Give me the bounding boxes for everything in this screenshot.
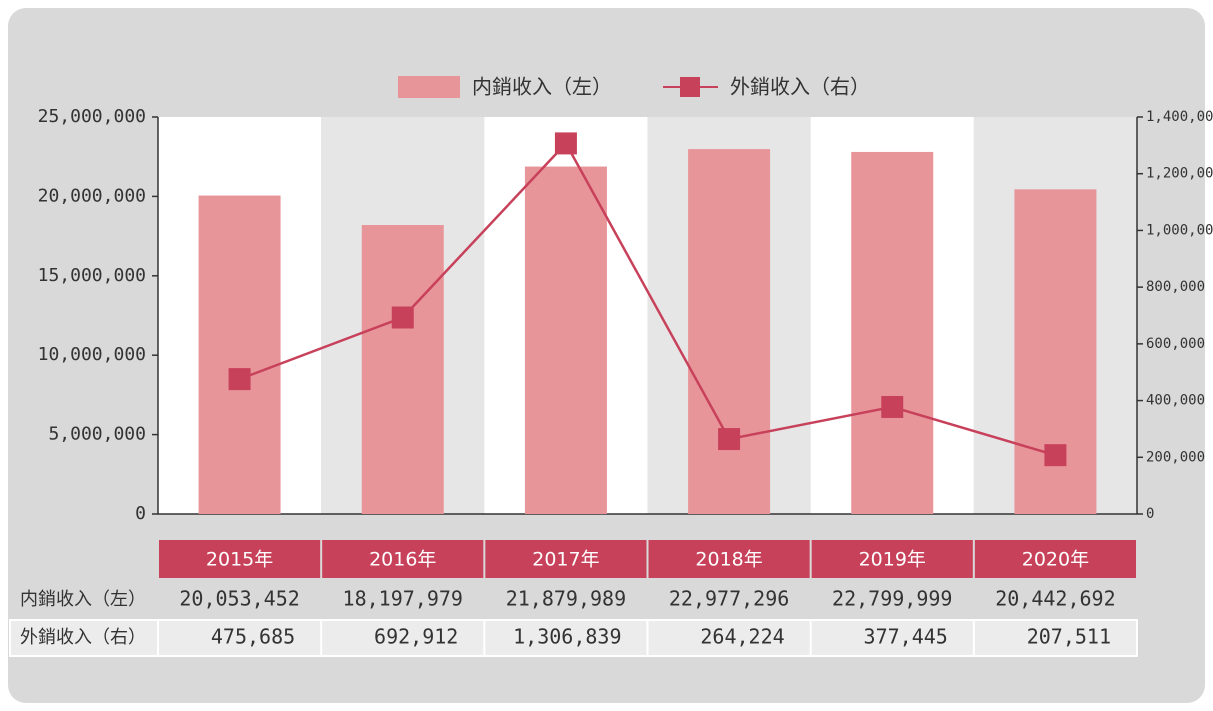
header-cell	[485, 540, 647, 578]
table-value: 377,445	[864, 625, 948, 649]
header-label: 2017年	[532, 549, 599, 571]
header-cell	[974, 540, 1136, 578]
marker	[391, 306, 414, 329]
table-value: 22,799,999	[832, 587, 952, 611]
legend-swatch	[398, 76, 460, 98]
y-tick-label: 15,000,000	[38, 265, 146, 286]
y2-tick-label: 1,400,000	[1146, 109, 1213, 125]
legend-marker	[680, 77, 700, 97]
y2-tick-label: 800,000	[1146, 279, 1205, 295]
header-cell	[322, 540, 484, 578]
marker	[881, 395, 904, 418]
y2-tick-label: 0	[1146, 506, 1154, 522]
table-value: 692,912	[374, 625, 458, 649]
legend-label: 外銷收入（右）	[730, 75, 870, 99]
y2-tick-label: 400,000	[1146, 393, 1205, 409]
bar	[361, 225, 444, 514]
header-cell	[159, 540, 321, 578]
y2-tick-label: 1,000,000	[1146, 222, 1213, 238]
table-value: 22,977,296	[669, 587, 789, 611]
y-tick-label: 0	[135, 503, 146, 524]
table-value: 21,879,989	[506, 587, 626, 611]
legend-label: 内銷收入（左）	[472, 75, 612, 99]
marker	[1044, 444, 1067, 467]
y2-tick-label: 1,200,000	[1146, 166, 1213, 182]
y-tick-label: 25,000,000	[38, 106, 146, 127]
table-value: 18,197,979	[343, 587, 463, 611]
marker	[228, 368, 251, 391]
header-label: 2015年	[206, 549, 273, 571]
header-label: 2019年	[859, 549, 926, 571]
bar	[851, 151, 934, 514]
row-label: 外銷收入（右）	[20, 627, 146, 648]
table-value: 20,053,452	[179, 587, 299, 611]
bar	[688, 149, 771, 514]
header-cell	[648, 540, 810, 578]
table-value: 207,511	[1027, 625, 1111, 649]
marker	[554, 132, 577, 155]
table-value: 475,685	[211, 625, 295, 649]
table-value: 20,442,692	[995, 587, 1115, 611]
header-label: 2020年	[1022, 549, 1089, 571]
y-tick-label: 5,000,000	[48, 424, 146, 445]
header-label: 2018年	[695, 549, 762, 571]
y-tick-label: 20,000,000	[38, 185, 146, 206]
line	[239, 141, 1056, 457]
bar	[524, 166, 607, 514]
marker	[718, 428, 741, 451]
header-label: 2016年	[369, 549, 436, 571]
table-value: 1,306,839	[513, 625, 621, 649]
header-cell	[811, 540, 973, 578]
row-label: 内銷收入（左）	[20, 589, 146, 610]
y-tick-label: 10,000,000	[38, 344, 146, 365]
y2-tick-label: 200,000	[1146, 449, 1205, 465]
bar	[198, 195, 281, 514]
table-value: 264,224	[700, 625, 784, 649]
y2-tick-label: 600,000	[1146, 336, 1205, 352]
